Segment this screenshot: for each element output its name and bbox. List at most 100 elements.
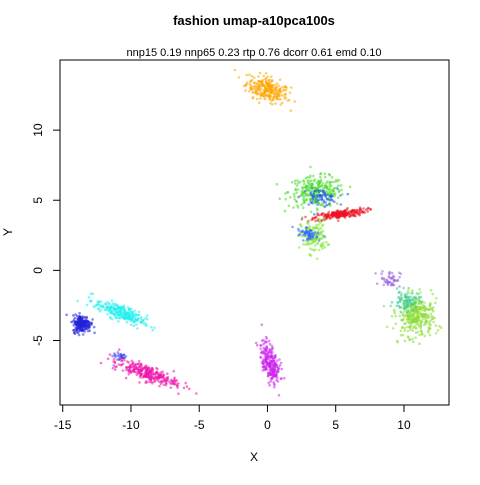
data-point [398,276,401,279]
data-point [120,359,123,362]
data-point [277,94,280,97]
data-point [310,242,313,245]
data-point [320,189,323,192]
data-point [153,327,156,330]
data-point [297,206,300,209]
data-point [157,380,160,383]
data-point [321,224,324,227]
data-point [324,246,327,249]
data-point [114,356,117,359]
data-point [119,353,122,356]
data-point [258,85,261,88]
data-point [322,241,325,244]
data-point [340,184,343,187]
data-point [113,313,116,316]
data-point [267,365,270,368]
data-point [274,102,277,105]
data-point [284,210,287,213]
data-point [326,180,329,183]
data-point [279,103,282,106]
data-point [130,364,133,367]
data-point [314,178,317,181]
data-point [320,245,323,248]
data-point [140,364,143,367]
data-point [418,312,421,315]
data-point [140,316,143,319]
data-point [322,182,325,185]
data-point [148,378,151,381]
data-point [285,89,288,92]
data-point [77,327,80,330]
data-point [404,327,407,330]
data-point [396,341,399,344]
x-tick-label: -10 [122,418,140,432]
data-point [414,306,417,309]
data-point [142,322,145,325]
data-point [435,297,438,300]
data-point [260,95,263,98]
data-point [267,363,270,366]
data-point [389,305,392,308]
data-point [271,79,274,82]
data-point [346,207,349,210]
data-point [430,289,433,292]
data-point [415,318,418,321]
data-point [397,296,400,299]
data-point [281,94,284,97]
data-point [314,220,317,223]
data-point [330,197,333,200]
data-point [322,235,325,238]
data-point [264,341,267,344]
data-point [114,368,117,371]
data-point [324,206,327,209]
data-point [265,86,268,89]
data-point [264,349,267,352]
data-point [268,384,271,387]
data-point [312,175,315,178]
data-point [253,82,256,85]
x-axis-label: X [250,450,258,464]
data-point [245,83,248,86]
data-point [270,75,273,78]
data-point [245,74,248,77]
data-point [257,92,260,95]
data-point [289,196,292,199]
data-point [410,323,413,326]
data-point [410,296,413,299]
data-point [171,383,174,386]
data-point [414,321,417,324]
data-point [331,199,334,202]
data-point [381,270,384,273]
data-point [313,227,316,230]
data-point [422,315,425,318]
data-point [335,210,338,213]
data-point [300,204,303,207]
data-point [278,358,281,361]
data-point [326,204,329,207]
data-point [82,329,85,332]
data-point [139,374,142,377]
data-point [145,380,148,383]
data-point [394,315,397,318]
data-point [406,326,409,329]
data-point [140,321,143,324]
data-point [347,193,350,196]
data-point [276,359,279,362]
data-point [106,313,109,316]
data-point [269,97,272,100]
data-point [274,84,277,87]
data-point [275,366,278,369]
data-point [143,319,146,322]
data-point [317,183,320,186]
data-point [329,185,332,188]
data-point [269,354,272,357]
data-point [347,212,350,215]
data-point [318,186,321,189]
data-point [315,224,318,227]
data-point [323,215,326,218]
data-point [418,288,421,291]
data-point [306,199,309,202]
data-point [337,184,340,187]
data-point [302,234,305,237]
data-point [112,367,115,370]
